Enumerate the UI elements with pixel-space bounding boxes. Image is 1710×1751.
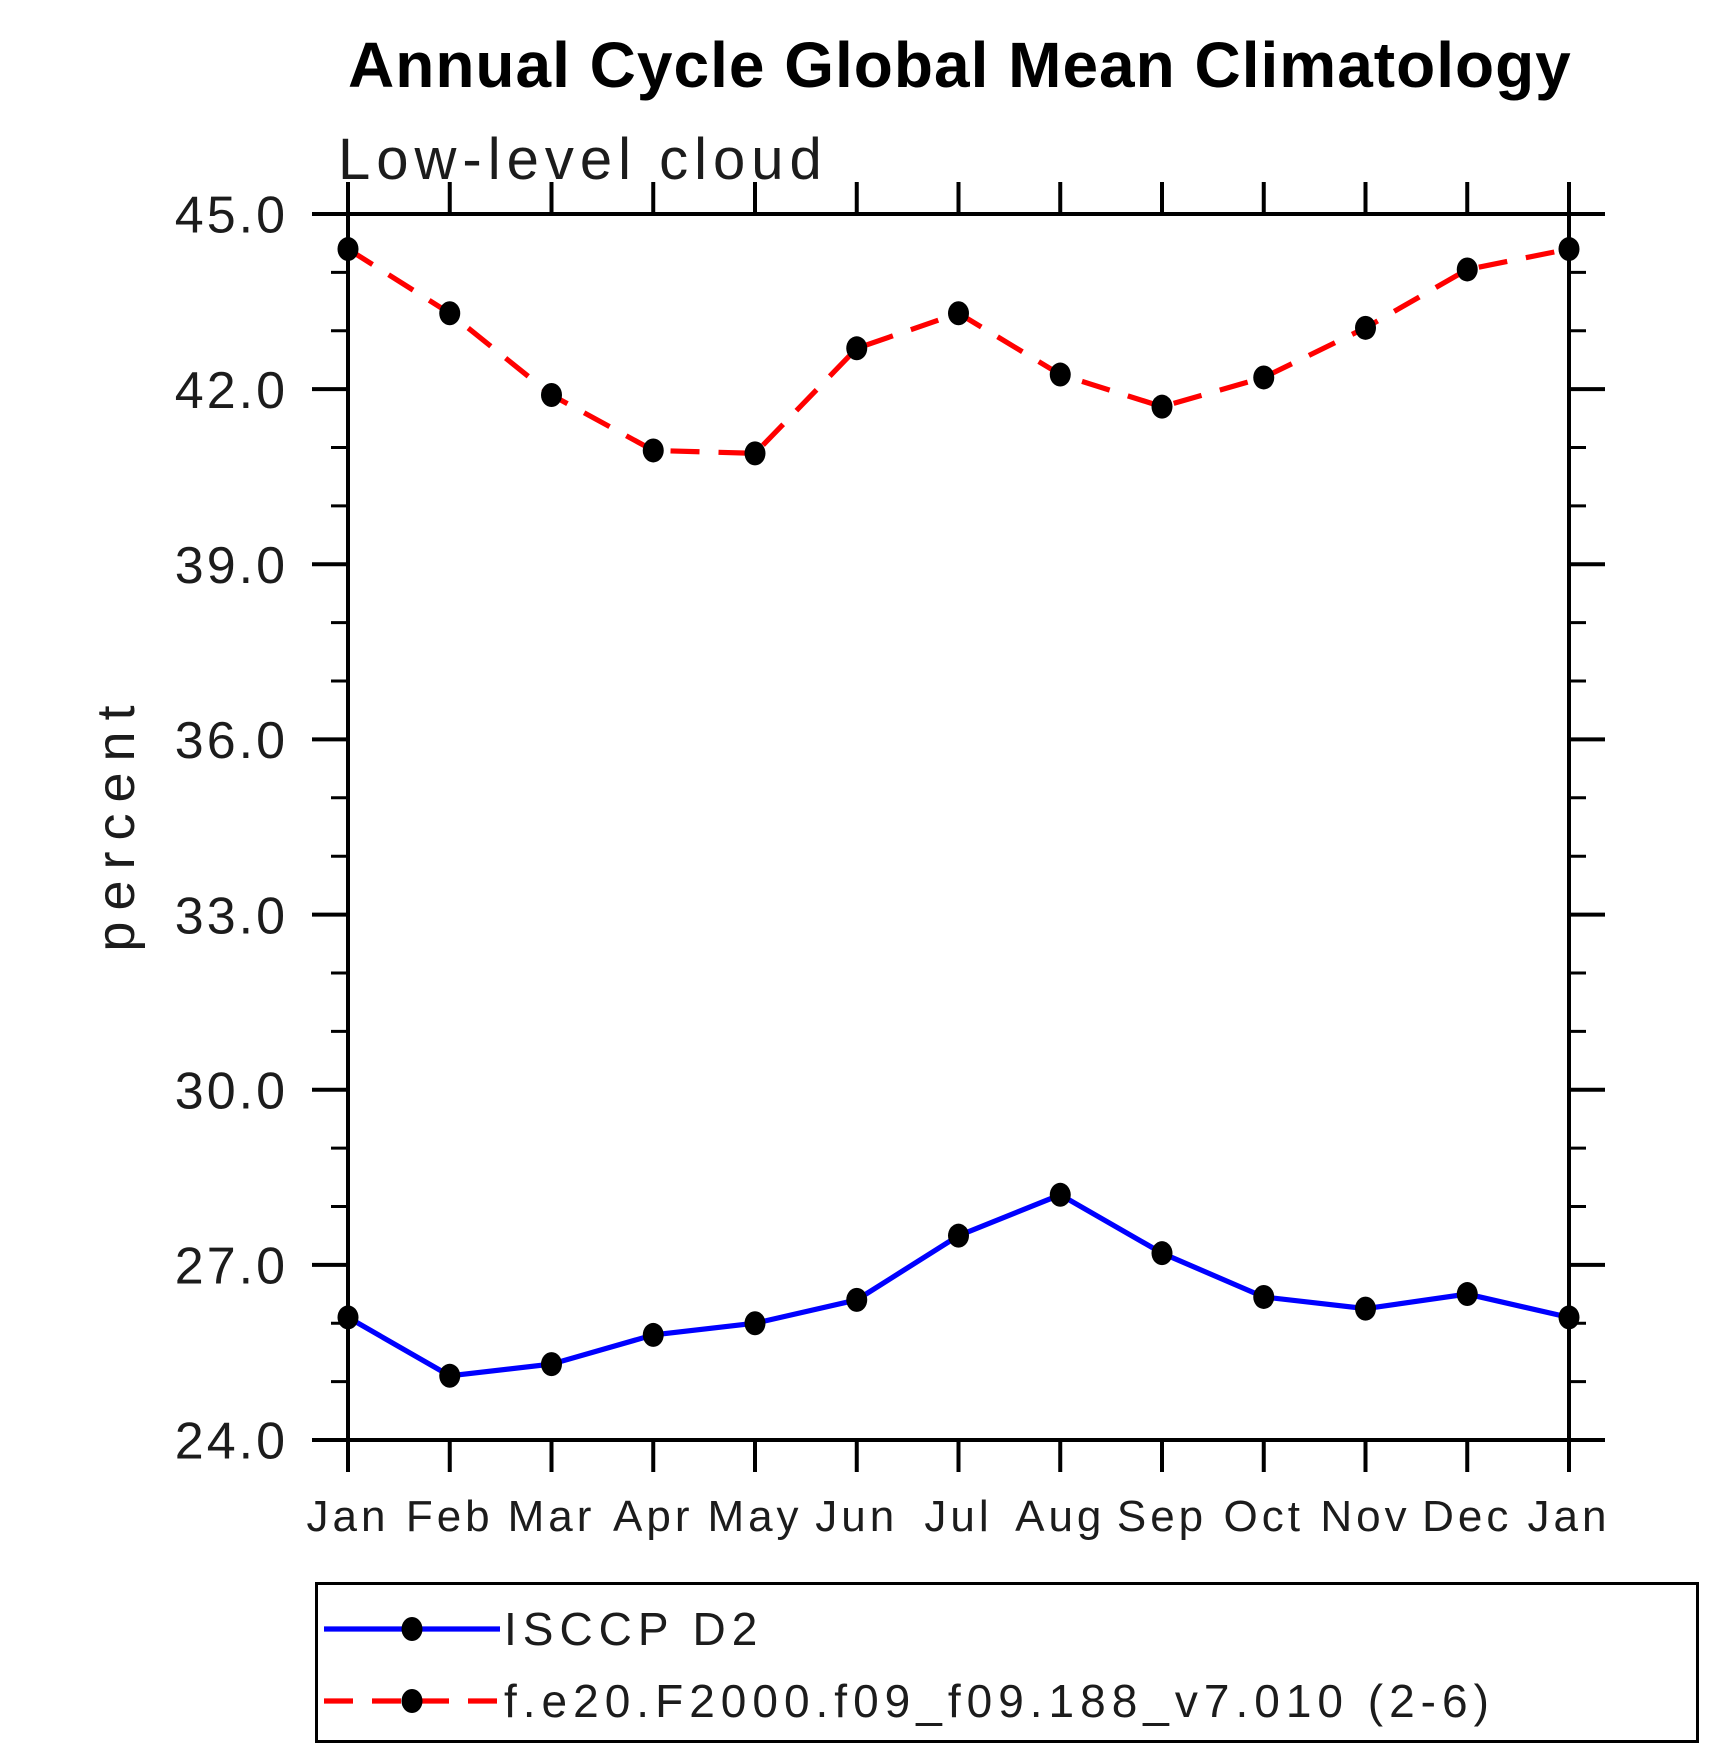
series-line xyxy=(346,246,1570,456)
x-tick-label: Apr xyxy=(613,1492,693,1541)
y-tick-label: 27.0 xyxy=(175,1238,288,1296)
x-tick-label: Feb xyxy=(406,1492,494,1541)
legend-entry-isccp: ISCCP D2 xyxy=(322,1599,763,1659)
chart-subtitle: Low-level cloud xyxy=(338,127,828,192)
data-point-marker xyxy=(541,1352,562,1377)
data-point-marker xyxy=(1456,1282,1478,1307)
solid-line-marker-icon xyxy=(324,1617,500,1641)
data-point-marker xyxy=(337,237,359,262)
data-point-marker xyxy=(642,438,664,463)
y-axis-minor-ticks xyxy=(331,270,1586,1384)
data-point-marker xyxy=(1456,257,1478,282)
y-tick-label: 24.0 xyxy=(175,1413,288,1471)
series-isccp-d2 xyxy=(337,1182,1580,1388)
legend-entry-model: f.e20.F2000.f09_f09.188_v7.010 (2-6) xyxy=(322,1671,1495,1731)
data-point-marker xyxy=(439,1363,461,1388)
y-tick-label: 36.0 xyxy=(175,712,288,770)
data-point-marker xyxy=(1049,1182,1071,1207)
y-axis-ticks xyxy=(312,212,1605,1442)
data-point-marker xyxy=(1355,1296,1376,1321)
y-tick-label: 33.0 xyxy=(175,887,288,945)
data-point-marker xyxy=(744,441,766,466)
data-point-marker xyxy=(439,301,461,326)
legend: ISCCP D2 f.e20.F2000.f09_f09.188_v7.010 … xyxy=(315,1582,1699,1743)
data-point-marker xyxy=(846,336,868,361)
y-tick-label: 30.0 xyxy=(175,1062,288,1120)
dashed-line-marker-icon xyxy=(324,1689,500,1713)
data-point-marker xyxy=(846,1287,868,1312)
x-tick-label: Mar xyxy=(508,1492,596,1541)
data-point-marker xyxy=(1253,365,1275,390)
data-point-marker xyxy=(1355,315,1376,340)
y-tick-label: 45.0 xyxy=(175,187,288,245)
x-tick-label: Jul xyxy=(924,1492,992,1541)
x-tick-label: Jan xyxy=(1528,1492,1611,1541)
x-tick-label: Jun xyxy=(815,1492,898,1541)
series-f-e20-f2000-f09-f09-188-v7-010-2-6- xyxy=(337,237,1580,466)
data-point-marker xyxy=(1253,1284,1275,1309)
data-point-marker xyxy=(541,382,562,407)
y-tick-label: 39.0 xyxy=(175,537,288,595)
x-tick-label: May xyxy=(707,1492,802,1541)
x-tick-label: Dec xyxy=(1422,1492,1512,1541)
x-tick-label: Sep xyxy=(1117,1492,1207,1541)
data-point-marker xyxy=(1558,237,1580,262)
y-tick-label: 42.0 xyxy=(175,362,288,420)
x-axis-tick-labels: Jan Feb Mar Apr May Jun Jul Aug Sep Oct Nov Dec Jan xyxy=(307,1492,1611,1541)
x-tick-label: Aug xyxy=(1015,1492,1105,1541)
data-point-marker xyxy=(337,1305,359,1330)
data-point-marker xyxy=(1558,1305,1580,1330)
data-point-marker xyxy=(1049,362,1071,387)
legend-label: ISCCP D2 xyxy=(504,1603,764,1655)
data-point-marker xyxy=(1151,394,1173,419)
data-point-marker xyxy=(744,1311,766,1336)
data-point-marker xyxy=(948,1223,969,1248)
axis-frame xyxy=(346,212,1571,1442)
x-tick-label: Nov xyxy=(1320,1492,1410,1541)
data-point-marker xyxy=(1151,1241,1173,1266)
legend-label: f.e20.F2000.f09_f09.188_v7.010 (2-6) xyxy=(504,1675,1495,1727)
y-axis-tick-labels: 24.0 27.0 30.0 33.0 36.0 39.0 42.0 45.0 xyxy=(175,187,288,1471)
x-tick-label: Jan xyxy=(307,1492,390,1541)
data-point-marker xyxy=(948,301,969,326)
chart-title: Annual Cycle Global Mean Climatology xyxy=(348,29,1572,101)
data-point-marker xyxy=(642,1322,664,1347)
x-axis-ticks xyxy=(346,182,1571,1472)
x-tick-label: Oct xyxy=(1224,1492,1304,1541)
series-line xyxy=(346,1191,1570,1379)
